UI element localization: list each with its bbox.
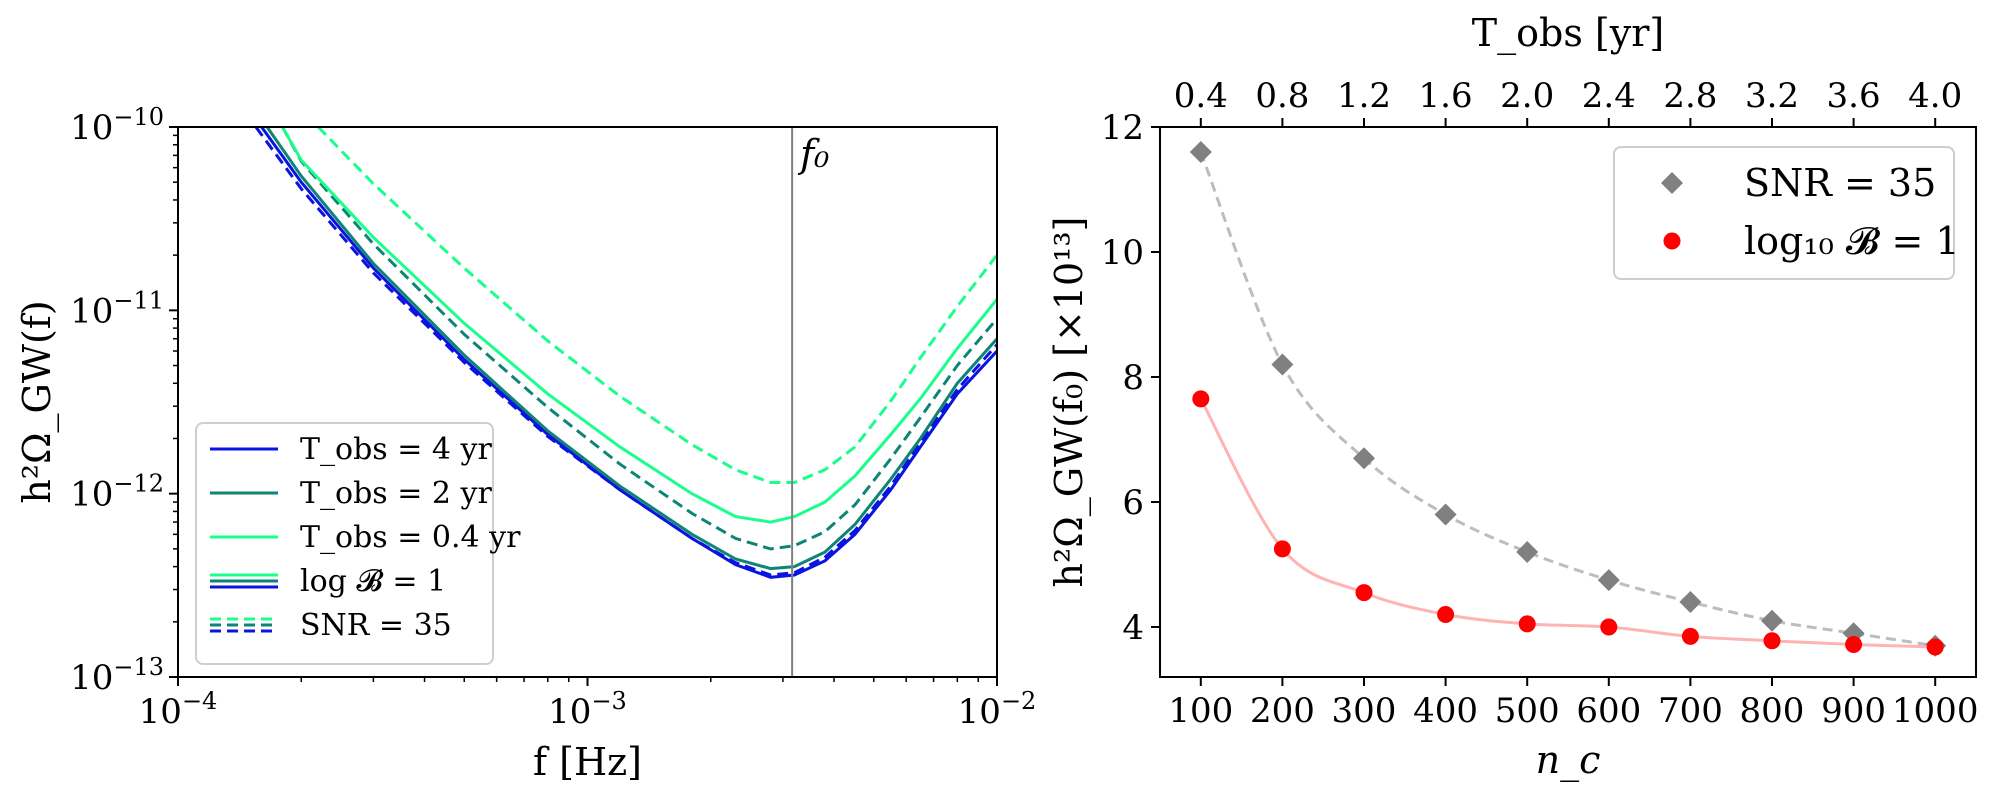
left-series-group (254, 127, 997, 579)
left-axis-ticks: 10−4 10−3 10−2 10−13 10−12 10−11 10−10 (70, 103, 1036, 732)
legend-label: SNR = 35 (300, 608, 452, 643)
legend-box (1613, 146, 1955, 280)
diamond-point (1597, 569, 1620, 592)
circle-point (1763, 632, 1781, 650)
right-series-group (1189, 141, 1947, 657)
series-line-1 (254, 127, 997, 577)
x-tick-label: 200 (1250, 691, 1315, 731)
legend-circle-marker (1663, 232, 1681, 250)
right-legend: SNR = 35 log₁₀ 𝓑 = 1 (1613, 146, 1960, 280)
y-tick-label: 6 (1122, 483, 1144, 523)
diamond-point (1679, 591, 1702, 613)
top-tick-label: 2.4 (1582, 76, 1636, 116)
top-tick-label: 0.4 (1174, 76, 1228, 116)
x-tick-label: 700 (1658, 691, 1723, 731)
left-legend: T_obs = 4 yr T_obs = 2 yr T_obs = 0.4 yr lo… (195, 422, 521, 665)
circle-point (1600, 618, 1618, 636)
right-x-axis-label: n_c (1536, 738, 1601, 783)
right-y-axis-label: h²Ω_GW(f₀) [×10¹³] (1047, 217, 1092, 588)
top-tick-label: 4.0 (1908, 76, 1962, 116)
diamond-point (1271, 353, 1294, 376)
y-tick-label: 12 (1101, 108, 1144, 148)
circle-point (1518, 615, 1536, 633)
f0-label: f₀ (797, 132, 829, 176)
top-tick-label: 2.0 (1500, 76, 1554, 116)
x-tick-label: 600 (1576, 691, 1641, 731)
circle-point (1681, 627, 1699, 645)
y-tick-label: 8 (1122, 358, 1144, 398)
right-chart: 100 200 300 400 500 600 700 800 900 1000 0.4 0.8 1.2… (1047, 11, 1978, 783)
x-tick-label: 800 (1740, 691, 1805, 731)
top-tick-label: 1.2 (1337, 76, 1391, 116)
y-tick-label: 10−10 (70, 103, 164, 148)
x-tick-label: 1000 (1892, 691, 1979, 731)
x-tick-label: 10−2 (958, 687, 1037, 732)
legend-label: T_obs = 0.4 yr (300, 520, 521, 555)
y-tick-label: 4 (1122, 608, 1144, 648)
legend-label: log 𝓑 = 1 (300, 564, 446, 599)
left-chart: f₀ 10−4 10−3 10−2 10−13 10−12 10−11 10−10 f [H… (15, 103, 1036, 784)
top-tick-label: 1.6 (1419, 76, 1473, 116)
y-tick-label: 10−12 (70, 470, 164, 515)
fit-curve-1 (1199, 398, 1936, 649)
diamond-point (1434, 503, 1457, 526)
left-x-axis-label: f [Hz] (533, 740, 642, 784)
x-tick-label: 500 (1495, 691, 1560, 731)
legend-label: SNR = 35 (1744, 161, 1936, 205)
legend-label: T_obs = 2 yr (300, 476, 492, 511)
circle-point (1355, 584, 1373, 602)
series-line-5 (317, 127, 997, 484)
x-tick-label: 100 (1168, 691, 1233, 731)
circle-point (1845, 636, 1863, 653)
diamond-point (1353, 447, 1375, 470)
series-line-0 (260, 127, 997, 579)
circle-point (1192, 390, 1210, 408)
right-top-axis-label: T_obs [yr] (1472, 11, 1664, 56)
y-tick-label: 10−13 (70, 653, 164, 698)
x-tick-label: 400 (1413, 691, 1478, 731)
left-y-axis-label: h²Ω_GW(f) (15, 300, 60, 503)
y-tick-label: 10−11 (70, 286, 164, 331)
series-line-4 (281, 127, 997, 524)
x-tick-label: 10−4 (139, 687, 218, 732)
legend-label: T_obs = 4 yr (300, 432, 492, 467)
diamond-point (1516, 541, 1539, 563)
x-tick-label: 10−3 (548, 687, 627, 732)
circle-point (1926, 638, 1944, 656)
legend-diamond-marker (1661, 172, 1683, 194)
top-tick-label: 0.8 (1255, 76, 1309, 116)
series-line-3 (281, 127, 997, 551)
right-plot-frame (1159, 126, 1977, 678)
series-line-2 (265, 127, 997, 571)
top-tick-label: 2.8 (1663, 76, 1717, 116)
legend-box (195, 422, 494, 665)
x-tick-label: 300 (1332, 691, 1397, 731)
right-axis-ticks: 100 200 300 400 500 600 700 800 900 1000 0.4 0.8 1.2… (1101, 76, 1979, 731)
diamond-point (1761, 609, 1783, 632)
top-tick-label: 3.2 (1745, 76, 1799, 116)
circle-point (1273, 540, 1291, 558)
top-tick-label: 3.6 (1827, 76, 1881, 116)
circle-point (1437, 606, 1455, 623)
diamond-point (1189, 141, 1212, 163)
legend-label: log₁₀ 𝓑 = 1 (1744, 219, 1960, 263)
y-tick-label: 10 (1101, 233, 1144, 273)
x-tick-label: 900 (1821, 691, 1886, 731)
